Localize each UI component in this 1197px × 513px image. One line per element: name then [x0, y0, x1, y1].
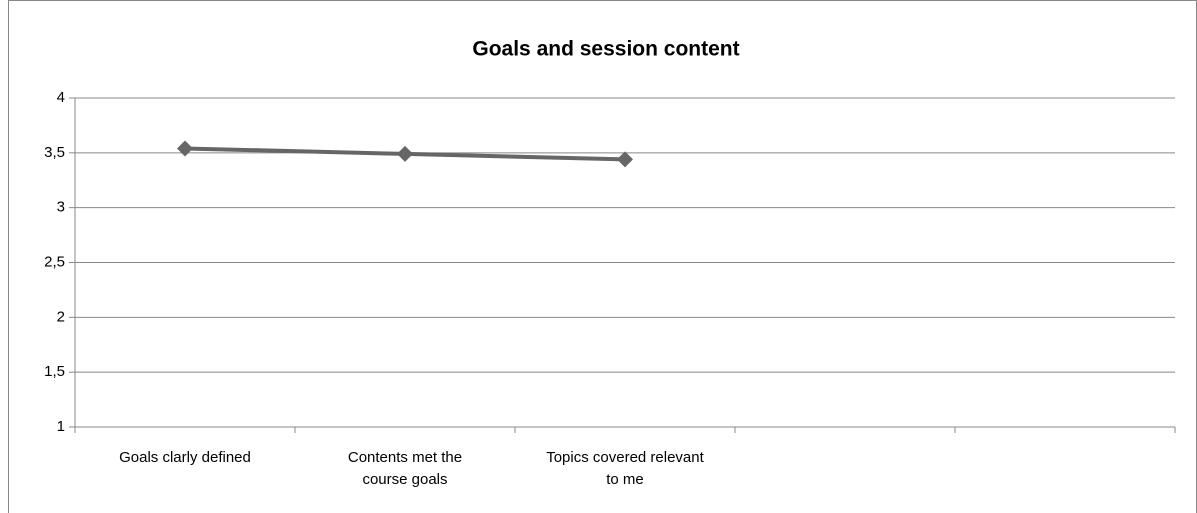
y-tick-label: 4 [57, 89, 65, 106]
y-tick-label: 1 [57, 418, 65, 435]
marker [617, 151, 633, 168]
y-tick-label: 3 [57, 199, 65, 216]
y-tick-label: 3,5 [44, 144, 65, 161]
chart-border [8, 0, 1197, 513]
y-tick-label: 2,5 [44, 253, 65, 270]
x-tick-label: Goals clarly defined [119, 449, 251, 466]
x-tick-label: Topics covered relevant to me [546, 449, 704, 488]
x-tick-label: Contents met the course goals [348, 449, 462, 488]
marker [177, 140, 193, 157]
y-tick-label: 2 [57, 308, 65, 325]
marker [397, 145, 413, 162]
y-tick-label: 1,5 [44, 363, 65, 380]
chart-title: Goals and session content [472, 38, 739, 61]
